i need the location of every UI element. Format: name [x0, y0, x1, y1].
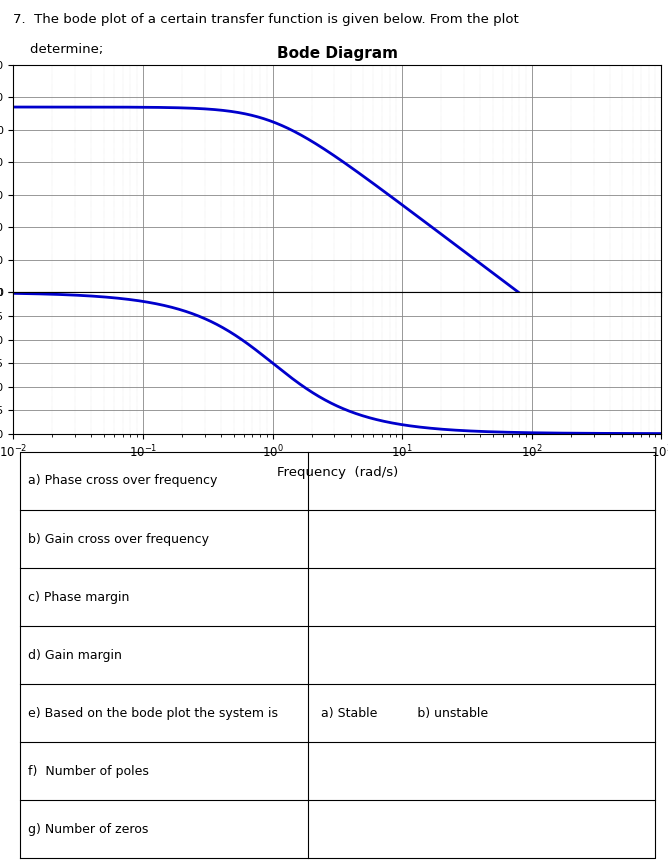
Text: 7.  The bode plot of a certain transfer function is given below. From the plot: 7. The bode plot of a certain transfer f… [13, 13, 519, 26]
Text: determine;: determine; [13, 43, 104, 56]
Text: a) Phase cross over frequency: a) Phase cross over frequency [27, 474, 217, 487]
Text: d) Gain margin: d) Gain margin [27, 649, 122, 662]
Text: b) Gain cross over frequency: b) Gain cross over frequency [27, 532, 208, 545]
Text: e) Based on the bode plot the system is: e) Based on the bode plot the system is [27, 707, 278, 720]
Text: c) Phase margin: c) Phase margin [27, 590, 129, 603]
Text: a) Stable          b) unstable: a) Stable b) unstable [321, 707, 488, 720]
Text: g) Number of zeros: g) Number of zeros [27, 823, 148, 836]
X-axis label: Frequency  (rad/s): Frequency (rad/s) [277, 466, 398, 479]
Text: f)  Number of poles: f) Number of poles [27, 765, 148, 778]
Title: Bode Diagram: Bode Diagram [277, 46, 398, 61]
